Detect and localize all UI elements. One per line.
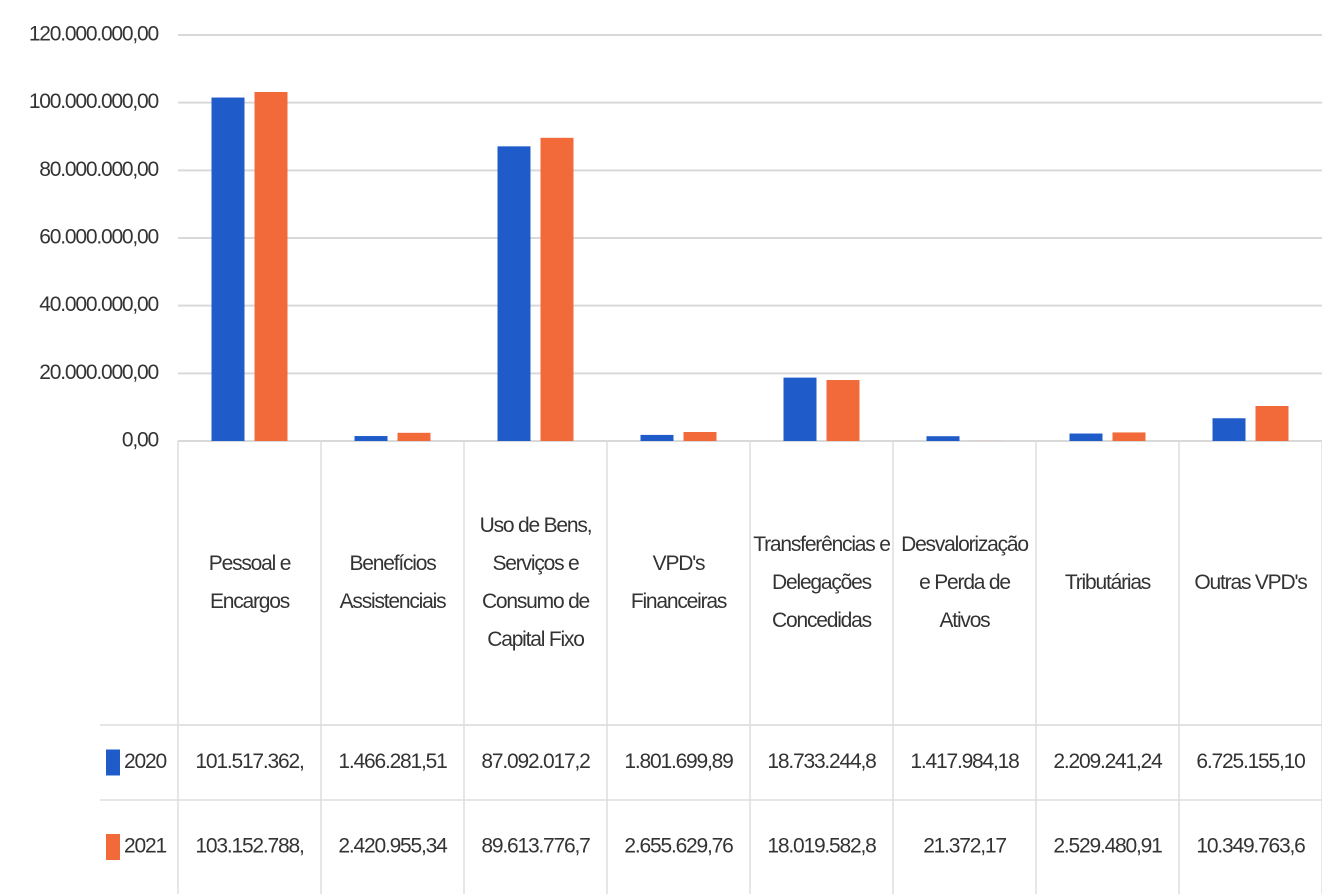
table-value: 10.349.763,6 bbox=[1196, 835, 1305, 858]
table-value: 18.019.582,8 bbox=[767, 835, 876, 858]
y-tick-label: 100.000.000,00 bbox=[29, 90, 159, 113]
bar bbox=[926, 436, 960, 441]
y-tick-label: 120.000.000,00 bbox=[29, 23, 159, 46]
category-cell: Uso de Bens, Serviços e Consumo de Capit… bbox=[479, 514, 593, 651]
x-tick-label: Desvalorização e Perda de Ativos bbox=[901, 533, 1029, 632]
x-tick-label: VPD's Financeiras bbox=[630, 552, 728, 613]
legend-swatch bbox=[106, 834, 120, 860]
table-value: 1.801.699,89 bbox=[624, 750, 733, 773]
x-tick-label: Tributárias bbox=[1064, 571, 1151, 594]
y-tick-label: 80.000.000,00 bbox=[39, 158, 158, 181]
table-value: 103.152.788, bbox=[195, 835, 303, 858]
bar bbox=[640, 434, 674, 441]
bar bbox=[1112, 432, 1146, 441]
bar bbox=[1212, 418, 1246, 441]
x-tick-label: Benefícios Assistenciais bbox=[339, 552, 447, 613]
x-tick-label: Outras VPD's bbox=[1194, 571, 1307, 594]
table-value: 89.613.776,7 bbox=[481, 835, 590, 858]
table-value: 101.517.362, bbox=[195, 750, 303, 773]
table-value: 2.209.241,24 bbox=[1053, 750, 1163, 773]
table-value: 6.725.155,10 bbox=[1196, 750, 1305, 773]
table-value: 87.092.017,2 bbox=[481, 750, 590, 773]
legend-label: 2020 bbox=[124, 750, 166, 773]
category-cell: Pessoal e Encargos bbox=[208, 552, 292, 613]
category-cell: Transferências e Delegações Concedidas bbox=[753, 533, 891, 632]
bar bbox=[1069, 433, 1103, 441]
bar bbox=[826, 380, 860, 441]
category-cell: Outras VPD's bbox=[1194, 571, 1307, 594]
table-value: 2.529.480,91 bbox=[1053, 835, 1162, 858]
category-cell: Desvalorização e Perda de Ativos bbox=[901, 533, 1029, 632]
table-value: 2.655.629,76 bbox=[624, 835, 733, 858]
category-cell: Tributárias bbox=[1064, 571, 1151, 594]
bar bbox=[540, 137, 574, 442]
bar bbox=[254, 91, 288, 442]
y-tick-label: 60.000.000,00 bbox=[39, 226, 158, 249]
bar bbox=[497, 146, 531, 441]
y-tick-label: 0,00 bbox=[122, 429, 159, 452]
bar bbox=[683, 432, 717, 441]
x-tick-label: Transferências e Delegações Concedidas bbox=[753, 533, 891, 632]
bar bbox=[354, 436, 388, 441]
category-cell: Benefícios Assistenciais bbox=[339, 552, 447, 613]
table-value: 1.466.281,51 bbox=[338, 750, 447, 773]
legend-label: 2021 bbox=[124, 835, 166, 858]
table-value: 1.417.984,18 bbox=[910, 750, 1019, 773]
category-cell: VPD's Financeiras bbox=[630, 552, 728, 613]
x-tick-label: Pessoal e Encargos bbox=[208, 552, 292, 613]
y-tick-label: 40.000.000,00 bbox=[39, 293, 158, 316]
table-value: 21.372,17 bbox=[923, 835, 1006, 858]
bar bbox=[397, 432, 431, 441]
x-tick-label: Uso de Bens, Serviços e Consumo de Capit… bbox=[479, 514, 593, 651]
legend-swatch bbox=[106, 749, 120, 776]
y-tick-label: 20.000.000,00 bbox=[39, 361, 158, 384]
table-value: 18.733.244,8 bbox=[767, 750, 876, 773]
bar bbox=[1255, 405, 1289, 441]
bar bbox=[211, 97, 245, 441]
bar bbox=[783, 377, 817, 441]
table-value: 2.420.955,34 bbox=[338, 835, 448, 858]
